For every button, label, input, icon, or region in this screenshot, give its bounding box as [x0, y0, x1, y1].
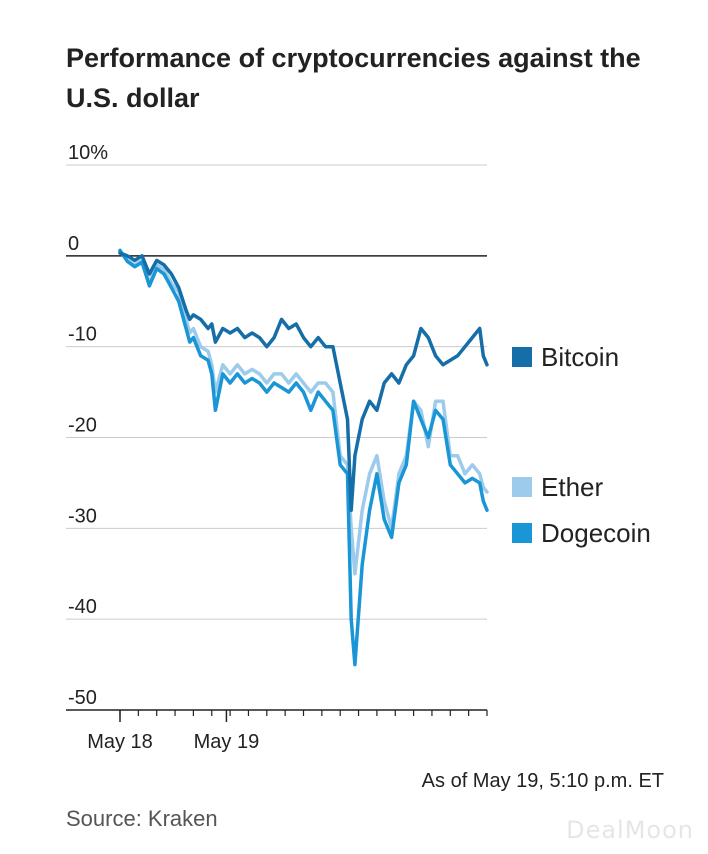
- y-tick-label-3: -20: [68, 415, 97, 437]
- legend-swatch-ether: [512, 477, 532, 497]
- y-tick-label-4: -30: [68, 505, 97, 527]
- x-tick-label-0: May 18: [87, 731, 153, 753]
- series-line-dogecoin: [118, 248, 489, 667]
- x-tick-label-1: May 19: [194, 731, 260, 753]
- series-line-bitcoin: [118, 251, 489, 512]
- y-tick-label-2: -10: [68, 324, 97, 346]
- y-tick-label-5: -40: [68, 596, 97, 618]
- legend-swatch-dogecoin: [512, 523, 532, 543]
- y-tick-label-0: 10%: [68, 142, 108, 164]
- y-axis-tick-labels: 10% 0 -10 -20 -30 -40 -50: [68, 142, 108, 709]
- legend-label-dogecoin: Dogecoin: [541, 518, 651, 548]
- x-axis: May 18 May 19: [87, 710, 488, 753]
- series-line-ether: [118, 249, 489, 576]
- source-note: Source: Kraken: [66, 806, 218, 831]
- y-tick-label-1: 0: [68, 233, 79, 255]
- legend-swatch-bitcoin: [512, 347, 532, 367]
- timestamp-note: As of May 19, 5:10 p.m. ET: [421, 770, 664, 792]
- legend-label-bitcoin: Bitcoin: [541, 342, 619, 372]
- gridlines: [66, 164, 487, 711]
- watermark-logo: DealMoon: [566, 816, 694, 844]
- y-tick-label-6: -50: [68, 687, 97, 709]
- series-lines: [118, 248, 489, 667]
- chart-title: Performance of cryptocurrencies against …: [66, 43, 641, 113]
- legend-label-ether: Ether: [541, 472, 603, 502]
- legend: Ether Dogecoin Bitcoin: [512, 342, 651, 548]
- chart-svg: 10% 0 -10 -20 -30 -40 -50 May 18 May 19 Ether Do…: [66, 142, 651, 753]
